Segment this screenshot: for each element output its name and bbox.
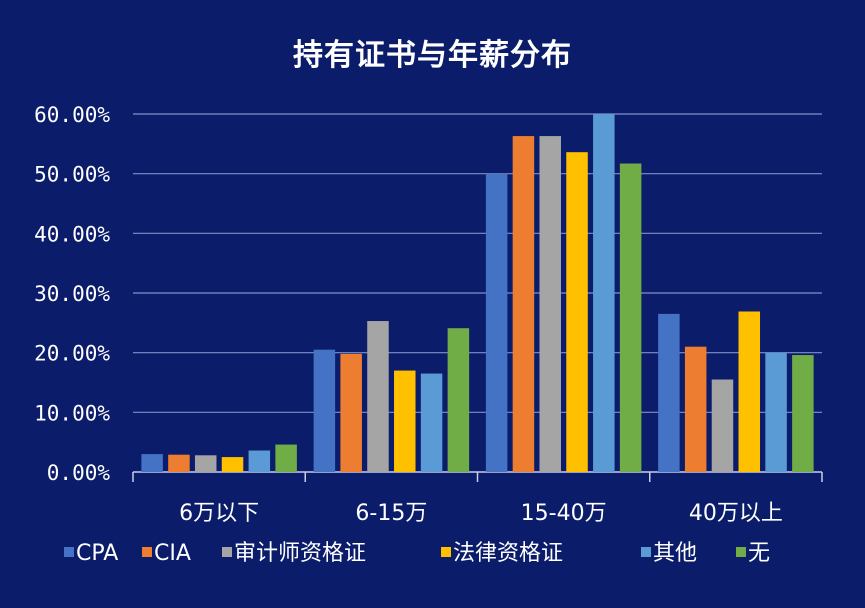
bar	[593, 114, 615, 472]
bar	[367, 321, 389, 472]
x-category-label: 6-15万	[355, 501, 427, 526]
legend-swatch	[641, 547, 651, 557]
bar	[619, 163, 642, 473]
bar	[539, 136, 561, 472]
legend-label: 法律资格证	[453, 541, 563, 566]
y-tick-label: 20.00%	[34, 342, 110, 366]
legend-label: 无	[748, 541, 770, 566]
bar	[447, 328, 470, 472]
bar	[275, 444, 297, 472]
bar	[512, 136, 535, 472]
legend-swatch	[142, 547, 152, 557]
bar	[711, 379, 734, 472]
y-tick-label: 50.00%	[34, 163, 110, 187]
bar	[313, 349, 336, 472]
legend-swatch	[736, 547, 746, 557]
bar	[141, 454, 163, 472]
y-tick-label: 40.00%	[34, 222, 110, 246]
bar	[221, 457, 244, 472]
y-tick-label: 30.00%	[34, 282, 110, 306]
bar	[394, 370, 416, 472]
legend-label: CIA	[154, 541, 191, 566]
y-tick-label: 0.00%	[47, 461, 111, 485]
y-tick-label: 10.00%	[34, 401, 110, 425]
legend-label: 其他	[653, 541, 697, 566]
legend-swatch	[441, 547, 451, 557]
bar	[248, 450, 271, 472]
bar	[684, 346, 707, 472]
legend-swatch	[222, 547, 232, 557]
bar	[485, 173, 508, 472]
x-category-label: 6万以下	[179, 501, 259, 526]
legend-swatch	[64, 547, 74, 557]
bar	[420, 373, 443, 472]
x-category-label: 15-40万	[521, 501, 607, 526]
bar	[340, 353, 362, 472]
bar	[792, 355, 814, 472]
x-category-label: 40万以上	[689, 501, 783, 526]
y-tick-label: 60.00%	[34, 103, 110, 127]
bar	[738, 311, 761, 472]
legend-label: CPA	[76, 541, 118, 566]
chart-title: 持有证书与年薪分布	[293, 38, 572, 73]
bar	[658, 313, 680, 472]
bar	[194, 455, 217, 472]
bar	[765, 352, 787, 472]
bar	[168, 454, 190, 472]
bar	[566, 152, 588, 473]
legend-label: 审计师资格证	[234, 541, 366, 566]
